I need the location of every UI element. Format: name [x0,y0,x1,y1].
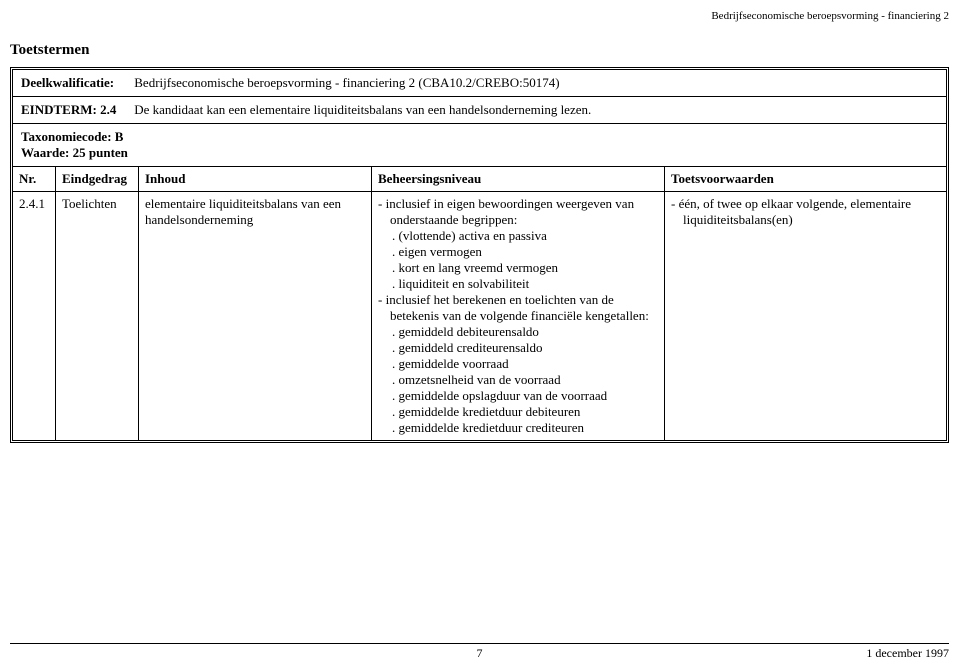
table-row: 2.4.1 Toelichten elementaire liquiditeit… [13,192,946,441]
meta-tax-waarde-row: Taxonomiecode: B Waarde: 25 punten [13,124,946,167]
sub-item: omzetsnelheid van de voorraad [392,372,658,388]
col-toetsvoorwaarden: Toetsvoorwaarden [665,167,947,192]
sub-item: gemiddeld debiteurensaldo [392,324,658,340]
footer-date: 1 december 1997 [866,646,949,661]
header-right: Bedrijfseconomische beroepsvorming - fin… [10,10,949,22]
meta-deelkwalificatie-row: Deelkwalificatie: Bedrijfseconomische be… [13,70,946,97]
beheersing-line1: inclusief in eigen bewoordingen weergeve… [378,196,658,228]
beheersing-line2: inclusief het berekenen en toelichten va… [378,292,658,324]
sub-item: (vlottende) activa en passiva [392,228,658,244]
table-header-row: Nr. Eindgedrag Inhoud Beheersingsniveau … [13,167,946,192]
cell-toetsvoorwaarden: één, of twee op elkaar volgende, element… [665,192,947,441]
toetsvoorwaarden-item: één, of twee op elkaar volgende, element… [671,196,940,228]
taxonomiecode: Taxonomiecode: B [21,129,938,145]
sub-item: gemiddelde kredietduur debiteuren [392,404,658,420]
col-nr: Nr. [13,167,56,192]
waarde: Waarde: 25 punten [21,145,938,161]
cell-nr: 2.4.1 [13,192,56,441]
content-table: Nr. Eindgedrag Inhoud Beheersingsniveau … [13,167,946,440]
cell-beheersing: inclusief in eigen bewoordingen weergeve… [372,192,665,441]
beheersing-sub2: gemiddeld debiteurensaldo gemiddeld cred… [378,324,658,436]
main-table: Deelkwalificatie: Bedrijfseconomische be… [10,67,949,443]
cell-eindgedrag: Toelichten [56,192,139,441]
page-number: 7 [10,646,949,661]
content-section: Nr. Eindgedrag Inhoud Beheersingsniveau … [13,167,946,440]
sub-item: gemiddelde opslagduur van de voorraad [392,388,658,404]
deelkwalificatie-label: Deelkwalificatie: [21,75,131,91]
deelkwalificatie-value: Bedrijfseconomische beroepsvorming - fin… [134,75,559,91]
footer: 7 1 december 1997 [10,643,949,661]
col-inhoud: Inhoud [139,167,372,192]
beheersing-sub1: (vlottende) activa en passiva eigen verm… [378,228,658,292]
sub-item: eigen vermogen [392,244,658,260]
sub-item: gemiddeld crediteurensaldo [392,340,658,356]
sub-item: gemiddelde kredietduur crediteuren [392,420,658,436]
cell-inhoud: elementaire liquiditeitsbalans van een h… [139,192,372,441]
meta-eindterm-row: EINDTERM: 2.4 De kandidaat kan een eleme… [13,97,946,124]
eindterm-label: EINDTERM: 2.4 [21,102,131,118]
sub-item: liquiditeit en solvabiliteit [392,276,658,292]
eindterm-value: De kandidaat kan een elementaire liquidi… [134,102,591,118]
sub-item: gemiddelde voorraad [392,356,658,372]
page-title: Toetstermen [10,42,949,59]
col-eindgedrag: Eindgedrag [56,167,139,192]
col-beheersing: Beheersingsniveau [372,167,665,192]
sub-item: kort en lang vreemd vermogen [392,260,658,276]
